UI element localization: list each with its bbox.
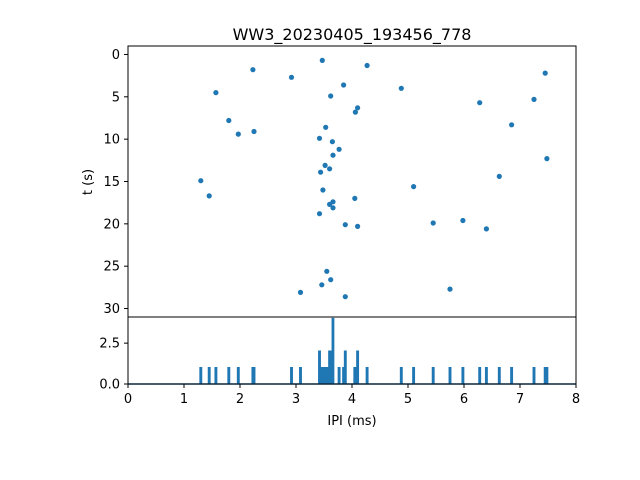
scatter-point	[329, 139, 335, 145]
scatter-point	[460, 217, 466, 224]
scatter-point	[355, 105, 361, 111]
scatter-point	[531, 96, 537, 102]
scatter-point	[316, 135, 323, 141]
scatter-point	[509, 122, 515, 128]
histogram-frame	[127, 316, 577, 385]
scatter-point	[542, 70, 548, 76]
x-tick-label: 5	[404, 392, 412, 407]
scatter-point	[297, 289, 304, 295]
scatter-point	[342, 222, 348, 228]
scatter-point	[324, 268, 330, 274]
chart-title: WW3_20230405_193456_778	[233, 25, 472, 45]
y-tick-label: 5	[112, 90, 120, 105]
scatter-point	[328, 93, 334, 99]
scatter-point	[251, 128, 257, 135]
x-tick-label: 8	[572, 392, 580, 407]
histogram-line	[128, 317, 576, 385]
scatter-point	[341, 82, 347, 88]
y-tick-label: 0	[112, 48, 120, 63]
y-tick-label: 10	[103, 133, 120, 148]
y-tick-label: 2.5	[99, 337, 120, 352]
scatter-point	[327, 166, 333, 172]
scatter-point	[327, 201, 333, 207]
scatter-point	[430, 220, 436, 226]
histogram-axes: 0.0 2.5 0 1 2 3 4 5 6 7 8	[99, 316, 580, 407]
scatter-point	[477, 100, 483, 106]
scatter-axes: 0 5 10 15 20 25 30	[103, 45, 577, 318]
scatter-point	[319, 57, 325, 64]
x-tick-label: 0	[124, 392, 132, 407]
scatter-point	[318, 169, 324, 175]
y-axis-label: t (s)	[81, 169, 96, 195]
scatter-point	[213, 90, 219, 96]
y-tick-label: 30	[103, 302, 120, 317]
y-tick-label: 25	[103, 260, 120, 275]
scatter-point	[288, 74, 295, 80]
x-tick-label: 1	[180, 392, 188, 407]
scatter-point	[235, 131, 241, 137]
scatter-point	[352, 109, 358, 115]
x-tick-label: 7	[516, 392, 524, 407]
scatter-point	[352, 195, 358, 201]
scatter-point	[355, 223, 361, 229]
scatter-frame	[127, 45, 577, 318]
scatter-point	[319, 282, 325, 288]
x-tick-label: 4	[348, 392, 356, 407]
x-tick-label: 3	[292, 392, 300, 407]
x-tick-label: 2	[236, 392, 244, 407]
scatter-point	[447, 286, 453, 292]
scatter-point	[206, 193, 212, 199]
scatter-point	[322, 162, 328, 168]
x-tick-label: 6	[460, 392, 468, 407]
scatter-point	[226, 117, 232, 124]
scatter-point	[328, 277, 334, 283]
scatter-point	[364, 62, 370, 69]
scatter-point	[342, 294, 348, 300]
y-tick-label: 0.0	[99, 378, 120, 393]
y-tick-label: 20	[103, 217, 120, 232]
scatter-point	[336, 146, 342, 152]
scatter-point	[250, 67, 256, 73]
scatter-point	[483, 226, 489, 232]
y-tick-label: 15	[103, 175, 120, 190]
scatter-point	[411, 184, 417, 190]
scatter-point	[316, 211, 323, 217]
scatter-point	[398, 85, 404, 91]
scatter-point	[496, 173, 502, 179]
scatter-point	[323, 124, 329, 130]
scatter-point	[198, 178, 204, 184]
scatter-point	[330, 205, 336, 211]
x-axis-label: IPI (ms)	[327, 414, 376, 429]
scatter-point	[330, 152, 336, 158]
scatter-point	[320, 187, 326, 193]
scatter-point	[544, 156, 550, 162]
